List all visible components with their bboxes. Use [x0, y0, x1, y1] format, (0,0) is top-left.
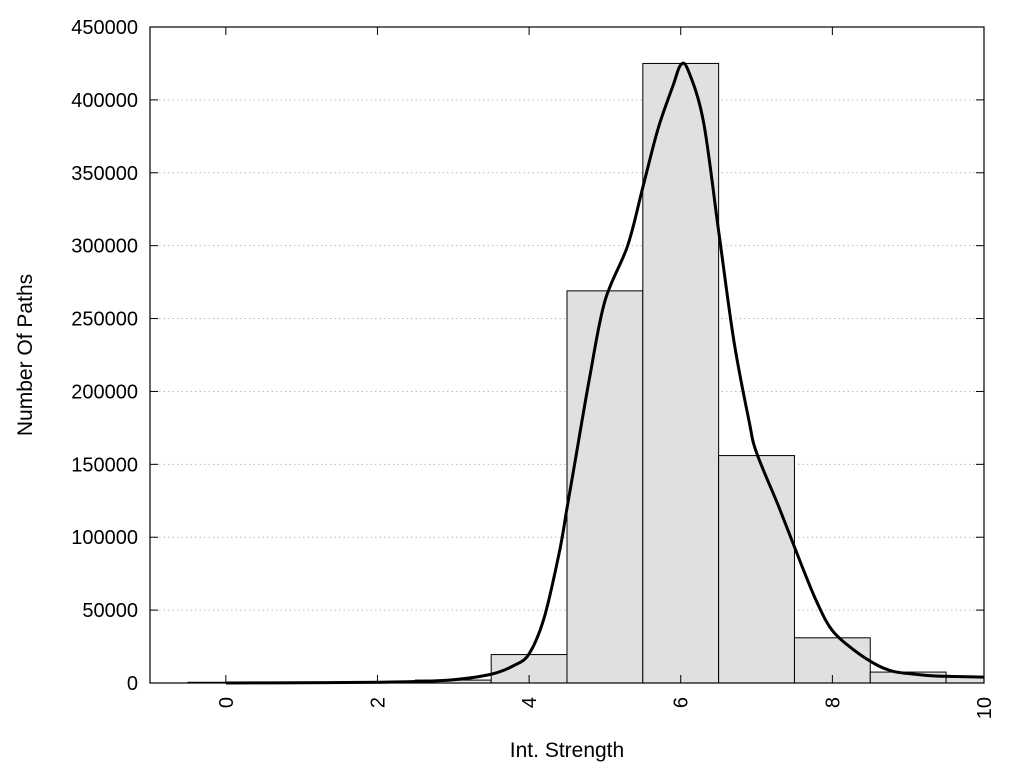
x-tick-label: 0: [216, 697, 238, 708]
y-tick-label: 100000: [71, 527, 138, 549]
y-tick-label: 250000: [71, 309, 138, 331]
fit-curve: [225, 61, 985, 685]
y-axis-label: Number Of Paths: [14, 274, 37, 436]
x-axis-ticks: 0 2 4 6 8 10: [216, 27, 996, 719]
y-tick-label: 200000: [71, 381, 138, 403]
y-tick-label: 450000: [71, 17, 138, 39]
y-tick-label: 150000: [71, 454, 138, 476]
y-tick-label: 350000: [71, 163, 138, 185]
y-tick-label: 300000: [71, 236, 138, 258]
x-tick-label: 6: [671, 697, 693, 708]
y-tick-label: 400000: [71, 90, 138, 112]
y-axis-ticks: 0 50000 100000 150000 200000 250000 300000 3500…: [71, 17, 984, 695]
bars: [187, 62, 985, 684]
x-tick-label: 4: [519, 697, 541, 708]
plot-frame: [149, 26, 985, 684]
y-tick-label: 50000: [82, 600, 138, 622]
fit-curve-line: [225, 61, 985, 685]
x-tick-label: 8: [822, 697, 844, 708]
histogram-bar: [642, 62, 720, 684]
histogram-bar: [718, 455, 795, 684]
x-tick-label: 2: [367, 697, 389, 708]
histogram-bar: [566, 290, 644, 684]
y-tick-label: 0: [127, 673, 138, 695]
x-axis-label: Int. Strength: [510, 739, 624, 762]
x-tick-label: 10: [974, 697, 996, 719]
